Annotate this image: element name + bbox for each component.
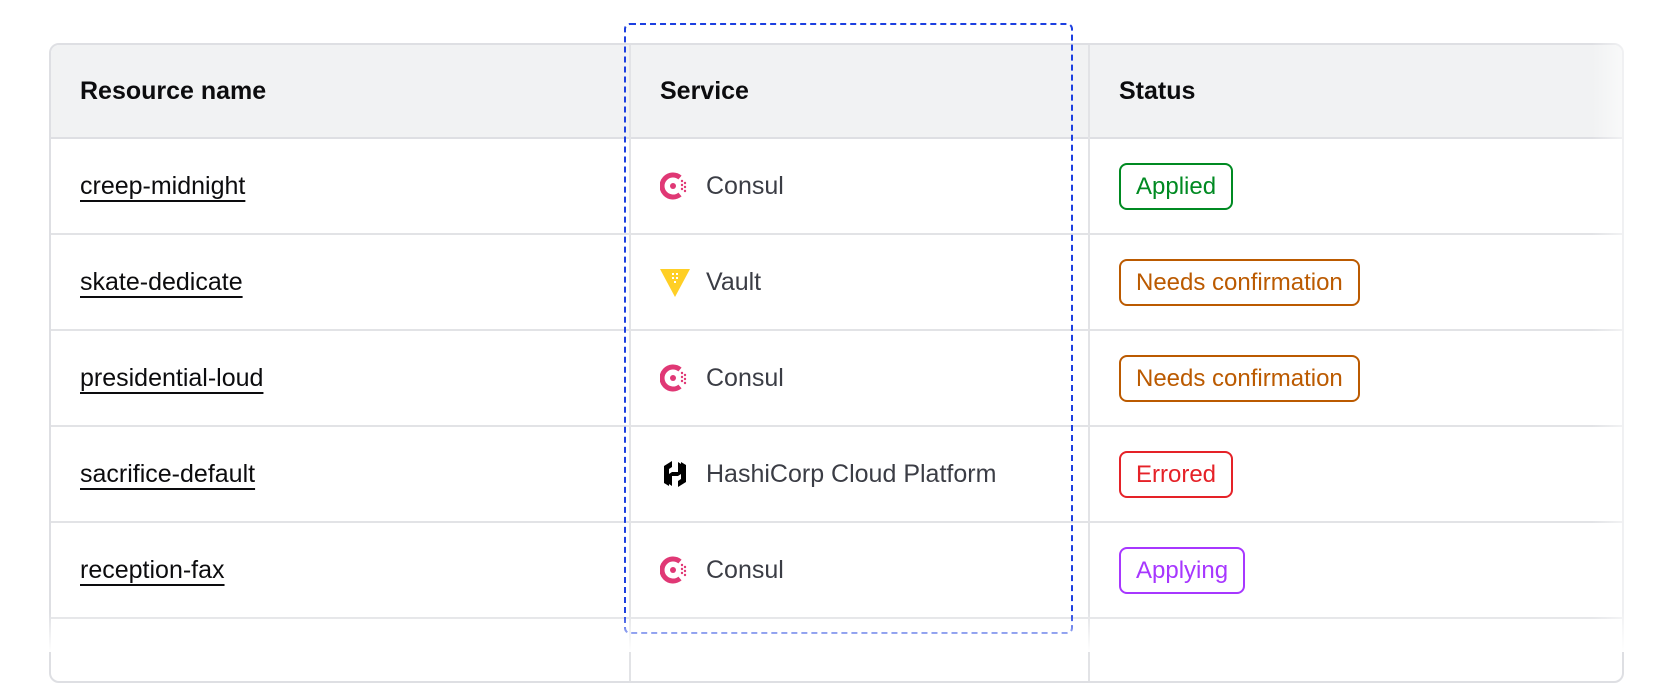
- status-badge: Errored: [1119, 450, 1234, 498]
- status-badge: Applied: [1119, 162, 1234, 210]
- hcp-icon: [660, 459, 690, 489]
- service-name: HashiCorp Cloud Platform: [706, 459, 997, 488]
- vault-icon: [660, 267, 690, 297]
- service-name: Consul: [706, 171, 784, 200]
- service-name: Consul: [706, 555, 784, 584]
- consul-icon: [660, 171, 690, 201]
- column-divider: [1088, 45, 1090, 681]
- table-header: Resource name Service Status: [51, 45, 1622, 139]
- table-row: creep-midnight Consul Applied: [51, 139, 1622, 235]
- service-name: Consul: [706, 363, 784, 392]
- service-name: Vault: [706, 267, 762, 296]
- scroll-fade-bottom: [0, 612, 1672, 652]
- column-header-resource-name[interactable]: Resource name: [80, 77, 267, 105]
- resource-name-link[interactable]: sacrifice-default: [80, 459, 256, 488]
- resource-name-link[interactable]: reception-fax: [80, 555, 225, 584]
- column-header-status[interactable]: Status: [1119, 77, 1196, 105]
- status-badge: Needs confirmation: [1119, 354, 1360, 402]
- scroll-fade-right: [1592, 0, 1672, 652]
- resource-name-link[interactable]: creep-midnight: [80, 171, 246, 200]
- column-header-service[interactable]: Service: [660, 77, 749, 105]
- table-row: sacrifice-default HashiCorp Cloud Platfo…: [51, 427, 1622, 523]
- consul-icon: [660, 555, 690, 585]
- consul-icon: [660, 363, 690, 393]
- resource-name-link[interactable]: skate-dedicate: [80, 267, 243, 296]
- column-divider: [629, 45, 631, 681]
- column-focus-outline: [624, 23, 1073, 634]
- resource-name-link[interactable]: presidential-loud: [80, 363, 264, 392]
- resources-table: Resource name Service Status creep-midni…: [49, 43, 1624, 683]
- status-badge: Applying: [1119, 546, 1246, 594]
- table-row: presidential-loud Consul Needs confirmat…: [51, 331, 1622, 427]
- status-badge: Needs confirmation: [1119, 258, 1360, 306]
- table-row: skate-dedicate Vault Needs confirmation: [51, 235, 1622, 331]
